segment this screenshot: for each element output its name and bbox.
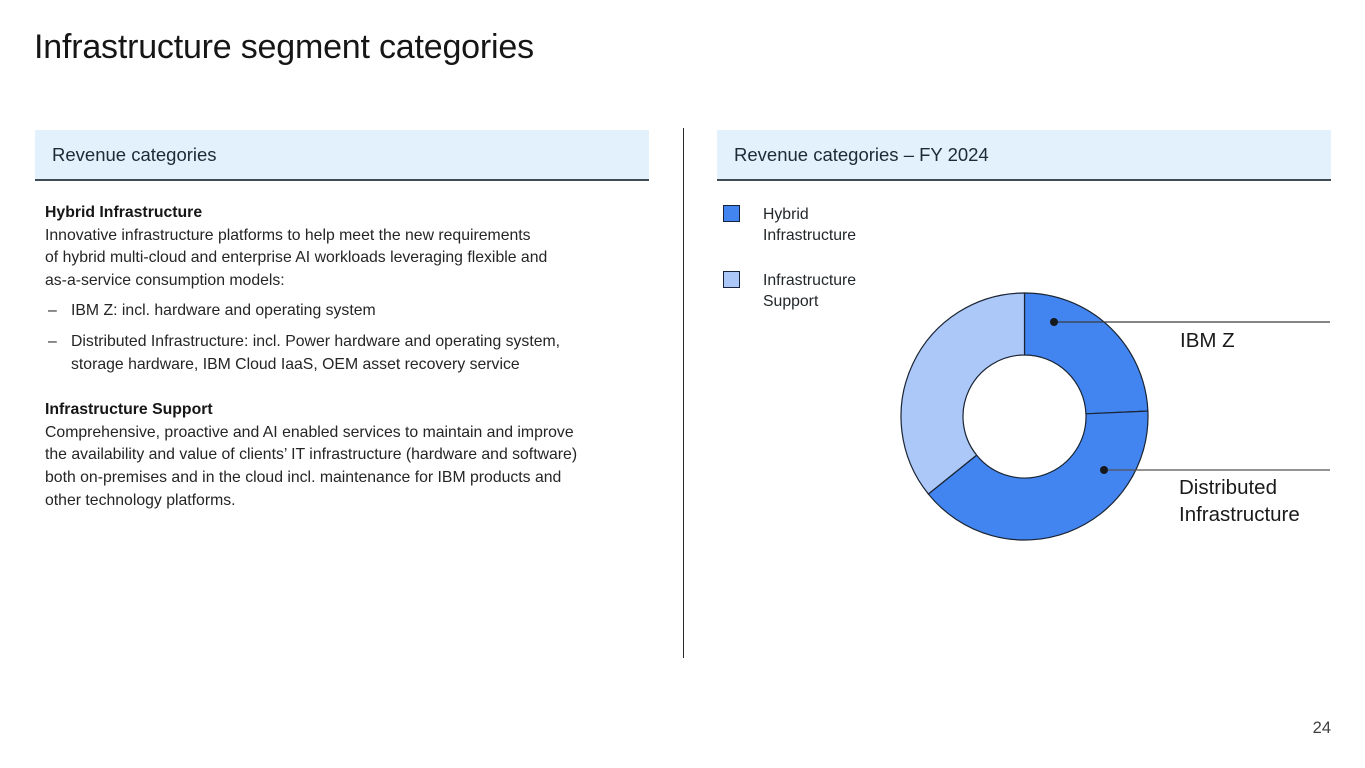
legend-swatch-hybrid-icon [723,205,740,222]
bullet-ibm-z: – IBM Z: incl. hardware and operating sy… [45,300,645,323]
right-panel-header: Revenue categories – FY 2024 [717,130,1331,181]
bullet-ibm-z-text: IBM Z: incl. hardware and operating syst… [71,302,376,320]
legend-label-hybrid: Hybrid Infrastructure [763,206,857,244]
chart-legend: Hybrid Infrastructure Infrastructure Sup… [723,204,856,312]
donut-segment-distributed-infrastructure [927,410,1149,541]
page-number: 24 [1312,719,1331,737]
section-title-hybrid-infrastructure: Hybrid Infrastructure [45,204,203,221]
callout-label-distributed-infrastructure: Distributed Infrastructure [1179,476,1300,526]
donut-chart [899,291,1150,542]
callout-label-ibm-z: IBM Z [1180,329,1235,352]
donut-segment-ibm-z [1023,292,1149,415]
section-title-infrastructure-support: Infrastructure Support [45,401,213,419]
left-panel-body: Hybrid Infrastructure Innovative infrast… [45,202,645,512]
right-panel-header-label: Revenue categories – FY 2024 [734,143,989,165]
left-panel-header-label: Revenue categories [52,143,217,165]
left-panel-header: Revenue categories [35,130,649,181]
bullet-dash: – [48,332,57,350]
bullet-distributed-infrastructure-text: Distributed Infrastructure: incl. Power … [71,332,561,373]
legend-swatch-support-icon [723,271,740,288]
page-title: Infrastructure segment categories [34,28,534,66]
section-body-infrastructure-support: Comprehensive, proactive and AI enabled … [45,423,578,509]
panel-divider [683,128,684,658]
section-body-hybrid-infrastructure: Innovative infrastructure platforms to h… [45,226,548,289]
legend-item-hybrid-infrastructure: Hybrid Infrastructure [723,204,856,246]
donut-segment-infrastructure-support [900,292,1026,495]
bullet-distributed-infrastructure: – Distributed Infrastructure: incl. Powe… [45,331,645,376]
bullet-dash: – [48,302,57,320]
donut-chart-svg [900,292,1149,541]
legend-item-infrastructure-support: Infrastructure Support [723,270,856,312]
legend-label-support: Infrastructure Support [763,272,857,310]
